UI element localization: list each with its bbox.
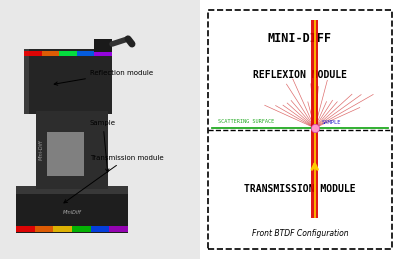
Text: SCATTERING SURFACE: SCATTERING SURFACE (218, 119, 274, 124)
Text: Reflection module: Reflection module (54, 69, 153, 85)
Bar (24, 49, 112, 114)
Text: Mini-Diff: Mini-Diff (39, 140, 44, 161)
Text: Front BTDF Configuration: Front BTDF Configuration (252, 229, 348, 238)
Bar (0, 0, 200, 259)
Bar (59, 51, 77, 56)
Bar (35, 226, 53, 232)
Bar (36, 111, 108, 122)
Bar (36, 111, 47, 189)
Bar (91, 226, 109, 232)
Bar (53, 226, 72, 232)
Text: MINI-DIFF: MINI-DIFF (268, 32, 332, 45)
Bar (311, 20, 318, 130)
Bar (16, 186, 128, 194)
Bar (16, 226, 35, 232)
Bar (109, 226, 128, 232)
Bar (24, 51, 42, 56)
Text: TRANSMISSION MODULE: TRANSMISSION MODULE (244, 184, 356, 194)
Bar (97, 111, 108, 189)
Bar (36, 180, 108, 189)
Bar (16, 186, 128, 233)
Bar (24, 49, 29, 114)
Bar (94, 39, 112, 52)
Bar (72, 226, 91, 232)
Bar (314, 20, 316, 130)
Bar (208, 10, 392, 249)
Bar (94, 51, 112, 56)
Bar (46, 132, 84, 176)
Bar (311, 130, 318, 218)
Text: Sample: Sample (90, 120, 116, 172)
Bar (314, 130, 316, 218)
Text: REFLEXION MODULE: REFLEXION MODULE (253, 70, 347, 80)
Bar (36, 111, 108, 189)
Text: Transmission module: Transmission module (64, 155, 164, 203)
Text: MiniDiff: MiniDiff (63, 210, 81, 215)
Bar (42, 51, 59, 56)
Bar (77, 51, 94, 56)
Text: SAMPLE: SAMPLE (322, 120, 342, 125)
